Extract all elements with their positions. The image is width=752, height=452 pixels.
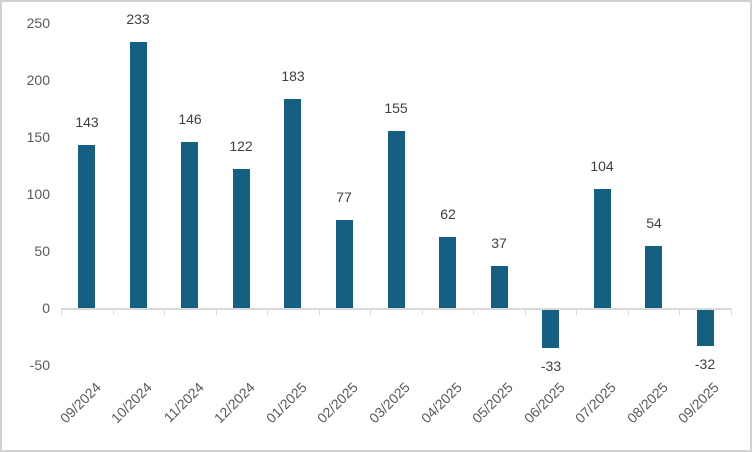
x-axis-category-label: 05/2025 (469, 379, 517, 427)
x-axis-tick (576, 308, 577, 315)
x-axis-category-label: 08/2025 (624, 379, 672, 427)
bar[interactable] (233, 169, 250, 308)
y-axis-tick-label: 50 (34, 243, 50, 259)
y-axis-tick-label: 200 (26, 72, 50, 88)
x-axis-category-label: 04/2025 (418, 379, 466, 427)
bar[interactable] (78, 145, 95, 308)
bar-value-label: 77 (336, 189, 352, 205)
x-axis-tick (164, 308, 165, 315)
bar[interactable] (130, 42, 147, 308)
bar[interactable] (542, 310, 559, 348)
bar[interactable] (491, 266, 508, 308)
x-axis-tick (370, 308, 371, 315)
bar-value-label: 122 (229, 138, 253, 154)
x-axis-category-label: 07/2025 (572, 379, 620, 427)
x-axis-category-label: 09/2024 (57, 379, 105, 427)
x-axis-category-label: 06/2025 (521, 379, 569, 427)
x-axis-tick (319, 308, 320, 315)
x-axis-category-label: 01/2025 (263, 379, 311, 427)
y-axis-tick-label: 100 (26, 186, 50, 202)
x-axis-tick (113, 308, 114, 315)
bar-value-label: 233 (126, 11, 150, 27)
bar[interactable] (594, 189, 611, 308)
x-axis-category-label: 02/2025 (314, 379, 362, 427)
x-axis-category-label: 10/2024 (108, 379, 156, 427)
bar-value-label: 37 (491, 235, 507, 251)
bar-value-label: -33 (540, 358, 562, 374)
y-axis-tick-label: 150 (26, 129, 50, 145)
bar[interactable] (284, 99, 301, 308)
x-axis-tick (731, 308, 732, 315)
x-axis-category-label: 09/2025 (675, 379, 723, 427)
x-axis-tick (679, 308, 680, 315)
x-axis-category-label: 03/2025 (366, 379, 414, 427)
bar[interactable] (439, 237, 456, 308)
x-axis-tick (267, 308, 268, 315)
x-axis-tick (216, 308, 217, 315)
x-axis-tick (422, 308, 423, 315)
bar-value-label: 54 (646, 215, 662, 231)
bar[interactable] (388, 131, 405, 308)
x-axis-tick (473, 308, 474, 315)
bar-value-label: 62 (440, 206, 456, 222)
x-axis-tick (61, 308, 62, 315)
bar[interactable] (181, 142, 198, 308)
bar-value-label: 183 (281, 68, 305, 84)
bar[interactable] (697, 310, 714, 346)
y-axis-tick-label: 250 (26, 15, 50, 31)
x-axis-category-label: 12/2024 (211, 379, 259, 427)
y-axis-tick-label: 0 (42, 300, 50, 316)
bar-value-label: -32 (694, 356, 716, 372)
bar-value-label: 143 (75, 114, 99, 130)
bar[interactable] (336, 220, 353, 308)
x-axis-category-label: 11/2024 (160, 379, 208, 426)
y-axis-tick-label: -50 (29, 357, 50, 373)
bar-value-label: 104 (590, 158, 614, 174)
bar[interactable] (645, 246, 662, 308)
bar-value-label: 146 (178, 111, 202, 127)
x-axis-tick (628, 308, 629, 315)
bar-value-label: 155 (384, 100, 408, 116)
x-axis-tick (525, 308, 526, 315)
x-axis-line (61, 308, 732, 310)
